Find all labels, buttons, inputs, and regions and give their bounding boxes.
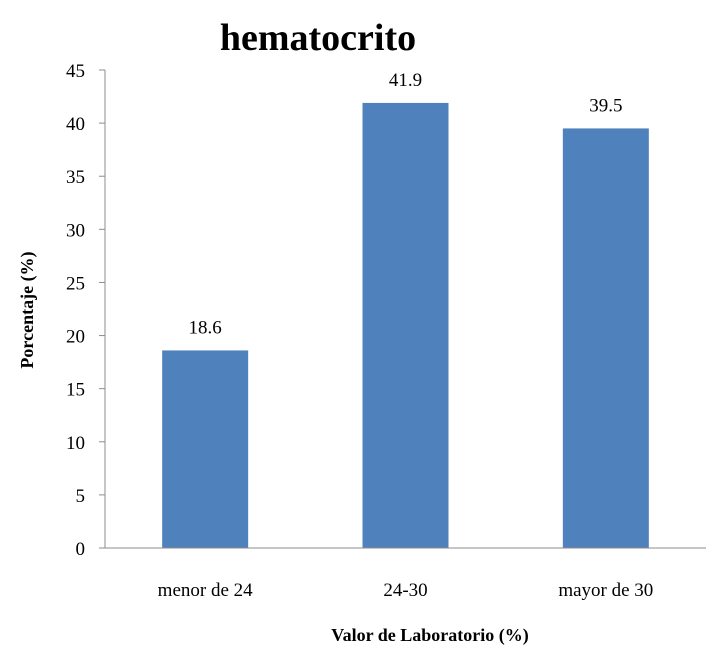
y-tick-label: 15 <box>66 380 85 401</box>
x-tick-label: 24-30 <box>383 580 427 601</box>
y-tick-label: 40 <box>66 114 85 135</box>
y-tick-label: 35 <box>66 167 85 188</box>
y-axis-label: Porcentaje (%) <box>17 251 38 368</box>
data-labels: 18.6 41.9 39.5 <box>189 70 623 338</box>
bars <box>162 102 649 548</box>
y-tick-label: 20 <box>66 327 85 348</box>
x-axis-ticks: menor de 24 24-30 mayor de 30 <box>158 580 654 601</box>
y-tick-label: 25 <box>66 273 85 294</box>
chart-title: hematocrito <box>220 17 416 59</box>
x-tick-label: mayor de 30 <box>558 580 653 601</box>
y-tick-label: 5 <box>76 486 86 507</box>
bar <box>162 350 249 548</box>
bar <box>362 102 449 548</box>
bar <box>562 128 649 548</box>
y-tick-label: 10 <box>66 433 85 454</box>
bar-value-label: 39.5 <box>589 95 622 116</box>
bar-value-label: 41.9 <box>389 70 422 91</box>
y-tick-label: 45 <box>66 61 85 82</box>
y-tick-label: 30 <box>66 220 85 241</box>
y-tick-label: 0 <box>76 539 86 560</box>
x-axis-label: Valor de Laboratorio (%) <box>331 625 529 646</box>
y-axis-ticks: 0 5 10 15 20 25 30 35 40 45 <box>66 61 105 560</box>
bar-value-label: 18.6 <box>189 317 222 338</box>
x-tick-label: menor de 24 <box>158 580 253 601</box>
